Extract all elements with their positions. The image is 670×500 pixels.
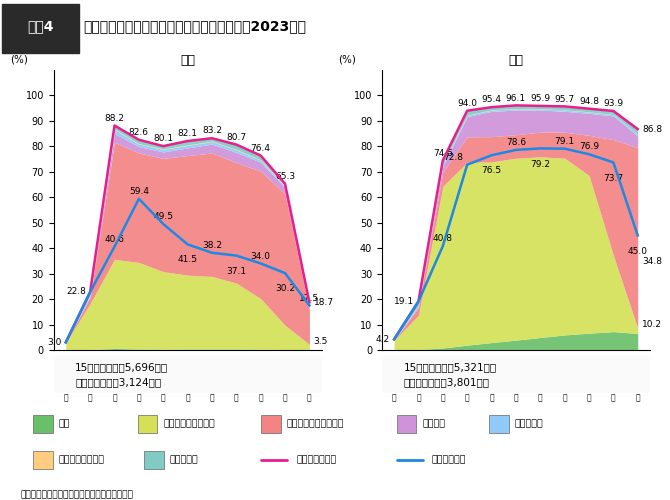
Text: 41.5: 41.5: [178, 256, 198, 264]
Text: 35
〜
39
歳: 35 〜 39 歳: [486, 383, 496, 424]
Text: 45
〜
49
歳: 45 〜 49 歳: [207, 383, 217, 424]
Text: 45
〜
49
歳: 45 〜 49 歳: [535, 383, 545, 424]
Text: 86.8: 86.8: [642, 124, 662, 134]
FancyBboxPatch shape: [138, 415, 157, 433]
Text: 15
〜
19
歳: 15 〜 19 歳: [389, 383, 399, 424]
Text: 完全失業者: 完全失業者: [170, 456, 198, 465]
Text: 78.6: 78.6: [506, 138, 526, 147]
Text: 30
〜
34
歳: 30 〜 34 歳: [462, 383, 472, 424]
Text: 労働力人口比率: 労働力人口比率: [296, 456, 336, 465]
Title: 女性: 女性: [180, 54, 195, 68]
Text: 76.4: 76.4: [251, 144, 271, 152]
Text: 55
〜
59
歳: 55 〜 59 歳: [256, 383, 265, 424]
Text: 96.1: 96.1: [506, 94, 526, 102]
Text: 79.2: 79.2: [530, 160, 550, 168]
FancyBboxPatch shape: [15, 401, 655, 486]
FancyBboxPatch shape: [397, 415, 416, 433]
Text: 88.2: 88.2: [105, 114, 125, 122]
Text: 82.6: 82.6: [129, 128, 149, 137]
Text: 65
歳
以
上: 65 歳 以 上: [305, 383, 314, 424]
FancyBboxPatch shape: [33, 415, 53, 433]
Text: 95.4: 95.4: [482, 96, 502, 104]
FancyBboxPatch shape: [489, 415, 509, 433]
Text: 80.7: 80.7: [226, 133, 247, 142]
FancyBboxPatch shape: [261, 415, 281, 433]
Text: 図表4: 図表4: [27, 20, 54, 34]
Text: 30.2: 30.2: [275, 284, 295, 293]
Text: 18.7: 18.7: [314, 298, 334, 307]
Text: 従業上の地位不詳: 従業上の地位不詳: [59, 456, 105, 465]
Text: 出典＝内閣府「令和６年版男女共同参画白書」: 出典＝内閣府「令和６年版男女共同参画白書」: [20, 490, 133, 499]
Text: 40
〜
44
歳: 40 〜 44 歳: [183, 383, 192, 424]
Text: 76.9: 76.9: [579, 142, 599, 152]
Text: 74.5: 74.5: [433, 148, 453, 158]
Text: 93.9: 93.9: [603, 99, 623, 108]
FancyBboxPatch shape: [369, 353, 663, 395]
Text: 40.6: 40.6: [105, 235, 125, 244]
FancyBboxPatch shape: [33, 451, 53, 469]
Text: 82.1: 82.1: [178, 129, 198, 138]
Text: 55
〜
59
歳: 55 〜 59 歳: [584, 383, 594, 424]
Y-axis label: (%): (%): [10, 54, 27, 64]
Text: 40
〜
44
歳: 40 〜 44 歳: [511, 383, 521, 424]
Text: 20
〜
24
歳: 20 〜 24 歳: [413, 383, 423, 424]
Text: 37.1: 37.1: [226, 266, 247, 276]
Text: 49.5: 49.5: [153, 212, 174, 221]
Text: 19.1: 19.1: [394, 297, 414, 306]
Text: 60
〜
64
歳: 60 〜 64 歳: [280, 383, 290, 424]
Text: 非正規の職員・従業員: 非正規の職員・従業員: [287, 420, 344, 428]
Text: 76.5: 76.5: [482, 166, 502, 175]
Text: 40.8: 40.8: [433, 234, 453, 244]
Text: 34.8: 34.8: [642, 257, 662, 266]
Text: 95.7: 95.7: [555, 94, 575, 104]
Text: 正規の職員・従業員: 正規の職員・従業員: [163, 420, 215, 428]
Text: 30
〜
34
歳: 30 〜 34 歳: [134, 383, 144, 424]
Text: 95.9: 95.9: [530, 94, 550, 103]
Text: 60
〜
64
歳: 60 〜 64 歳: [608, 383, 618, 424]
Text: 50
〜
54
歳: 50 〜 54 歳: [231, 383, 241, 424]
Text: 83.2: 83.2: [202, 126, 222, 136]
Text: 45.0: 45.0: [628, 246, 648, 256]
Text: 自営業主: 自営業主: [423, 420, 446, 428]
Text: 3.5: 3.5: [314, 336, 328, 345]
Text: 65
歳
以
上: 65 歳 以 上: [633, 383, 643, 424]
Text: 79.1: 79.1: [555, 137, 575, 146]
Text: 家族従業者: 家族従業者: [515, 420, 544, 428]
Text: 22.8: 22.8: [66, 288, 86, 296]
FancyBboxPatch shape: [2, 4, 79, 52]
Text: 労働力人口　：3,801万人: 労働力人口 ：3,801万人: [403, 377, 489, 387]
Text: 3.0: 3.0: [48, 338, 62, 347]
Text: 34.0: 34.0: [251, 252, 271, 260]
Text: 50
〜
54
歳: 50 〜 54 歳: [559, 383, 569, 424]
Text: 72.8: 72.8: [443, 153, 463, 162]
Text: 17.5: 17.5: [299, 294, 320, 302]
Text: 59.4: 59.4: [129, 187, 149, 196]
Text: 20
〜
24
歳: 20 〜 24 歳: [85, 383, 95, 424]
FancyBboxPatch shape: [144, 451, 163, 469]
Text: 35
〜
39
歳: 35 〜 39 歳: [158, 383, 168, 424]
Text: 94.0: 94.0: [457, 99, 477, 108]
Text: 就業状況別人口男割合（男女、年別齢階別・2023年）: 就業状況別人口男割合（男女、年別齢階別・2023年）: [84, 20, 307, 34]
Text: 65.3: 65.3: [275, 172, 295, 181]
Text: 80.1: 80.1: [153, 134, 174, 143]
Title: 男性: 男性: [509, 54, 523, 68]
Text: 労働力人口　：3,124万人: 労働力人口 ：3,124万人: [75, 377, 161, 387]
Text: 73.7: 73.7: [603, 174, 623, 182]
Text: 役員: 役員: [59, 420, 70, 428]
Text: 25
〜
29
歳: 25 〜 29 歳: [438, 383, 448, 424]
Text: 38.2: 38.2: [202, 241, 222, 250]
Text: 15歳以上人口：5,696万人: 15歳以上人口：5,696万人: [75, 362, 168, 372]
Text: 25
〜
29
歳: 25 〜 29 歳: [110, 383, 119, 424]
Text: 正規雇用比率: 正規雇用比率: [431, 456, 466, 465]
Text: 15
〜
19
歳: 15 〜 19 歳: [61, 383, 70, 424]
Text: 4.2: 4.2: [376, 335, 390, 344]
Text: 15歳以上人口：5,321万人: 15歳以上人口：5,321万人: [403, 362, 496, 372]
Text: 94.8: 94.8: [579, 97, 599, 106]
Text: 10.2: 10.2: [642, 320, 662, 328]
FancyBboxPatch shape: [40, 353, 335, 395]
Y-axis label: (%): (%): [338, 54, 356, 64]
